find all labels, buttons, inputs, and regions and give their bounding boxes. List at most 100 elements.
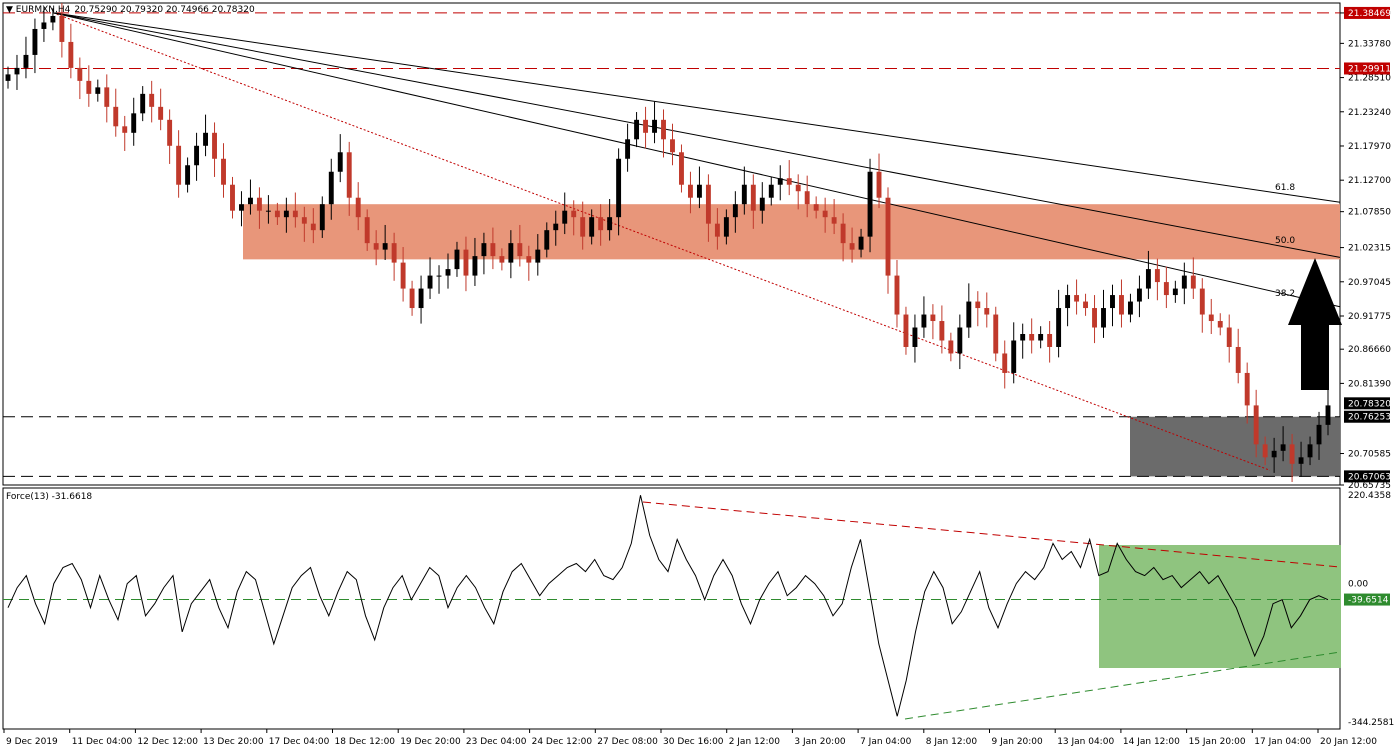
candle-body-123 [1110, 295, 1115, 309]
candle-body-135 [1217, 321, 1223, 328]
force-trendlines [3, 501, 1341, 720]
horizontal-levels [3, 12, 1340, 477]
force-zone [1099, 545, 1341, 668]
time-label-4: 17 Dec 04:00 [269, 737, 330, 747]
candle-body-63 [571, 210, 577, 218]
candle-body-44 [400, 262, 406, 289]
candle-body-95 [858, 236, 864, 250]
candle-body-18 [167, 119, 173, 146]
time-label-17: 14 Jan 12:00 [1123, 737, 1180, 747]
force-tick-2: -344.2581 [1348, 718, 1394, 728]
candle-body-98 [885, 197, 891, 276]
candle-body-146 [1316, 424, 1322, 445]
candle-body-103 [930, 314, 936, 322]
price-pane[interactable]: 61.8 50.0 38.2 ▼ EURMXN,H4 20.75290 20.79… [2, 2, 1342, 486]
fan-line-2 [52, 12, 1341, 308]
price-badge-label-1: 21.29911 [1348, 64, 1391, 74]
candle-body-50 [454, 249, 460, 270]
candle-body-68 [616, 158, 622, 218]
candle-body-94 [849, 243, 855, 250]
candle-body-51 [463, 249, 469, 276]
candle-body-69 [625, 139, 631, 159]
candle-body-105 [948, 340, 954, 354]
candle-body-143 [1289, 444, 1295, 464]
candle-body-144 [1298, 457, 1304, 464]
force-tick-0: 220.4358 [1348, 491, 1391, 501]
candle-body-42 [382, 243, 388, 250]
candle-body-36 [328, 171, 334, 205]
fib-fan-labels: 61.8 50.0 38.2 [1275, 183, 1295, 299]
force-level-badge-label: -39.6514 [1348, 596, 1389, 606]
candle-body-16 [149, 93, 155, 107]
candle-body-60 [544, 230, 550, 250]
candle-body-59 [535, 249, 541, 263]
price-tick-2: 21.28510 [1348, 74, 1391, 84]
force-index-pane[interactable]: Force(13) -31.6618 [2, 487, 1341, 730]
candle-body-101 [912, 327, 918, 347]
candle-body-15 [140, 93, 146, 114]
candle-body-88 [795, 184, 801, 192]
fibonacci-fan [52, 12, 1341, 471]
price-zones [243, 204, 1340, 477]
price-badge-4 [1344, 470, 1390, 483]
candle-body-21 [194, 145, 200, 166]
candle-body-121 [1092, 308, 1097, 328]
force-range-zone [1099, 545, 1341, 668]
resistance-zone [243, 204, 1340, 260]
time-label-6: 19 Dec 20:00 [400, 737, 461, 747]
candle-body-43 [391, 243, 397, 263]
collapse-triangle-icon[interactable]: ▼ [6, 5, 16, 15]
time-label-2: 12 Dec 12:00 [137, 737, 198, 747]
fib-label-38-2: 38.2 [1275, 289, 1295, 299]
candle-body-109 [984, 308, 990, 315]
force-support-trendline [904, 651, 1341, 720]
candle-body-25 [230, 184, 235, 211]
candle-body-82 [741, 184, 747, 205]
price-tick-4: 21.17970 [1348, 142, 1391, 152]
candle-body-54 [490, 243, 496, 257]
time-label-8: 24 Dec 12:00 [532, 737, 593, 747]
candle-body-74 [670, 139, 675, 153]
time-label-1: 11 Dec 04:00 [72, 737, 133, 747]
candle-body-84 [759, 197, 765, 211]
candle-body-90 [813, 204, 819, 211]
time-label-3: 13 Dec 20:00 [203, 737, 264, 747]
fan-line-0 [52, 12, 1341, 203]
candle-body-99 [894, 275, 900, 315]
candle-body-14 [131, 113, 137, 133]
candle-body-9 [86, 80, 92, 94]
force-label: Force(13) -31.6618 [6, 492, 92, 502]
price-tick-10: 20.86660 [1348, 345, 1391, 355]
force-level-badge [1344, 593, 1390, 606]
candle-body-6 [59, 15, 65, 42]
time-label-15: 9 Jan 20:00 [992, 737, 1044, 747]
symbol-name: EURMXN,H4 [16, 5, 71, 15]
candle-body-97 [876, 171, 882, 198]
candle-body-107 [966, 301, 972, 328]
candle-body-134 [1208, 314, 1214, 322]
candle-body-115 [1038, 334, 1044, 341]
candle-body-41 [373, 243, 379, 250]
candle-body-75 [679, 152, 684, 185]
candlesticks [5, 3, 1331, 482]
candle-body-24 [221, 158, 226, 185]
candle-body-132 [1190, 275, 1196, 289]
price-badge-label-3: 20.76253 [1348, 413, 1391, 423]
candle-body-104 [939, 321, 945, 341]
candle-body-145 [1307, 444, 1313, 458]
candle-body-65 [589, 217, 595, 237]
time-label-10: 30 Dec 16:00 [663, 737, 724, 747]
price-badge-label-4: 20.67063 [1348, 472, 1391, 482]
candle-body-96 [867, 171, 873, 237]
candle-body-106 [957, 327, 963, 354]
candle-body-138 [1244, 372, 1250, 406]
ohlc-values: 20.75290 20.79320 20.74966 20.78320 [74, 5, 255, 15]
candle-body-48 [436, 275, 442, 277]
price-tick-3: 21.23240 [1348, 108, 1391, 118]
price-tick-1: 21.33780 [1348, 39, 1391, 49]
descending-trendline [52, 12, 1271, 471]
candle-body-61 [553, 223, 559, 231]
candle-body-77 [696, 184, 702, 198]
candle-body-35 [319, 204, 325, 231]
candle-body-79 [714, 223, 720, 237]
